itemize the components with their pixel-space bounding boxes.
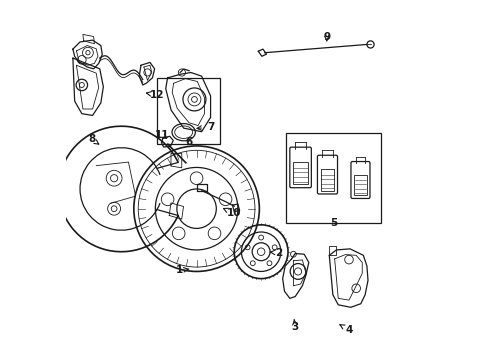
Text: 6: 6 — [185, 137, 192, 147]
Bar — [320, 169, 334, 191]
Text: 10: 10 — [223, 208, 242, 219]
Bar — [354, 175, 367, 195]
Bar — [286, 134, 381, 223]
Bar — [293, 162, 308, 184]
Bar — [157, 78, 220, 144]
Text: 8: 8 — [88, 134, 99, 144]
Text: 7: 7 — [197, 122, 214, 132]
Text: 1: 1 — [176, 265, 189, 275]
Text: 4: 4 — [340, 325, 353, 335]
Text: 12: 12 — [147, 90, 164, 100]
Text: 5: 5 — [330, 218, 338, 228]
Text: 9: 9 — [323, 32, 330, 42]
Text: 3: 3 — [292, 319, 299, 332]
Text: 2: 2 — [270, 248, 283, 258]
Text: 11: 11 — [155, 130, 170, 140]
